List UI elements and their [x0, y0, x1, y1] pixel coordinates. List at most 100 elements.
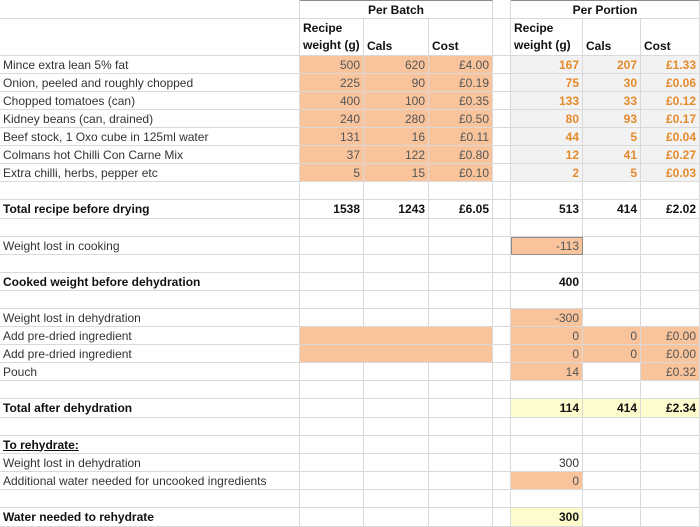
total-after-cost[interactable]: £2.34 — [641, 399, 700, 418]
cell[interactable] — [364, 219, 429, 237]
batch-weight[interactable]: 131 — [300, 128, 364, 146]
portion-cals-total[interactable]: 414 — [583, 200, 641, 219]
cell[interactable] — [364, 309, 429, 327]
weight-lost-dehydration-label[interactable]: Weight lost in dehydration — [0, 309, 300, 327]
cell[interactable] — [429, 436, 493, 454]
portion-cost[interactable]: £0.17 — [641, 110, 700, 128]
cell[interactable] — [511, 490, 583, 508]
pre-dried-weight[interactable]: 0 — [511, 345, 583, 363]
gap-cell[interactable] — [493, 490, 511, 508]
cell[interactable] — [364, 490, 429, 508]
gap-cell[interactable] — [493, 436, 511, 454]
cell[interactable] — [300, 436, 364, 454]
batch-weight-total[interactable]: 1538 — [300, 200, 364, 219]
cell[interactable] — [511, 381, 583, 399]
pre-dried-batch-input[interactable] — [300, 345, 493, 363]
cell[interactable] — [641, 237, 700, 255]
cell[interactable] — [641, 381, 700, 399]
cell[interactable] — [511, 182, 583, 200]
portion-cals[interactable]: 33 — [583, 92, 641, 110]
portion-cost[interactable]: £0.27 — [641, 146, 700, 164]
portion-weight[interactable]: 12 — [511, 146, 583, 164]
cell[interactable] — [364, 182, 429, 200]
batch-cost[interactable]: £4.00 — [429, 56, 493, 74]
cell[interactable] — [364, 399, 429, 418]
gap-cell[interactable] — [493, 363, 511, 381]
gap-cell[interactable] — [493, 327, 511, 345]
cell[interactable] — [0, 182, 300, 200]
gap-cell[interactable] — [493, 255, 511, 273]
portion-cals[interactable]: 5 — [583, 128, 641, 146]
pre-dried-cost[interactable]: £0.00 — [641, 327, 700, 345]
batch-cals[interactable]: 122 — [364, 146, 429, 164]
cell[interactable] — [364, 237, 429, 255]
cell[interactable] — [429, 399, 493, 418]
cell[interactable] — [364, 454, 429, 472]
portion-cost-total[interactable]: £2.02 — [641, 200, 700, 219]
cell[interactable] — [641, 472, 700, 490]
water-needed-value[interactable]: 300 — [511, 508, 583, 527]
ingredient-name[interactable]: Chopped tomatoes (can) — [0, 92, 300, 110]
gap-cell[interactable] — [493, 345, 511, 363]
batch-cals-total[interactable]: 1243 — [364, 200, 429, 219]
cell[interactable] — [429, 273, 493, 291]
cell[interactable] — [300, 255, 364, 273]
batch-cost[interactable]: £0.80 — [429, 146, 493, 164]
cell[interactable] — [641, 182, 700, 200]
batch-cals[interactable]: 16 — [364, 128, 429, 146]
gap-cell[interactable] — [493, 237, 511, 255]
portion-cost[interactable]: £0.12 — [641, 92, 700, 110]
pouch-label[interactable]: Pouch — [0, 363, 300, 381]
additional-water-label[interactable]: Additional water needed for uncooked ing… — [0, 472, 300, 490]
gap-cell[interactable] — [493, 418, 511, 436]
cell[interactable] — [300, 381, 364, 399]
cell[interactable] — [429, 490, 493, 508]
pouch-weight[interactable]: 14 — [511, 363, 583, 381]
cell[interactable] — [583, 418, 641, 436]
batch-cals[interactable]: 90 — [364, 74, 429, 92]
batch-cals[interactable]: 280 — [364, 110, 429, 128]
cell[interactable] — [511, 418, 583, 436]
cell[interactable] — [429, 508, 493, 527]
cell[interactable] — [511, 291, 583, 309]
cell[interactable] — [429, 237, 493, 255]
cell[interactable] — [641, 454, 700, 472]
gap-cell[interactable] — [493, 56, 511, 74]
gap-cell[interactable] — [493, 472, 511, 490]
batch-weight[interactable]: 400 — [300, 92, 364, 110]
gap-cell[interactable] — [493, 219, 511, 237]
cell[interactable] — [364, 508, 429, 527]
cell[interactable] — [300, 418, 364, 436]
cell[interactable] — [429, 255, 493, 273]
cell[interactable] — [429, 182, 493, 200]
batch-cost[interactable]: £0.10 — [429, 164, 493, 182]
gap-cell[interactable] — [493, 200, 511, 219]
gap-cell[interactable] — [493, 110, 511, 128]
pouch-cost[interactable]: £0.32 — [641, 363, 700, 381]
cell[interactable] — [300, 273, 364, 291]
cell[interactable] — [583, 363, 641, 381]
gap-cell[interactable] — [493, 92, 511, 110]
cell[interactable] — [300, 454, 364, 472]
portion-cals[interactable]: 41 — [583, 146, 641, 164]
cell[interactable] — [583, 436, 641, 454]
cell[interactable] — [583, 454, 641, 472]
rehydrate-weight-lost-value[interactable]: 300 — [511, 454, 583, 472]
cell[interactable] — [583, 472, 641, 490]
ingredient-name[interactable]: Mince extra lean 5% fat — [0, 56, 300, 74]
cell[interactable] — [429, 454, 493, 472]
cell[interactable] — [0, 0, 300, 19]
batch-cost[interactable]: £0.35 — [429, 92, 493, 110]
gap-cell[interactable] — [493, 182, 511, 200]
batch-weight[interactable]: 225 — [300, 74, 364, 92]
cell[interactable] — [429, 363, 493, 381]
cell[interactable] — [300, 508, 364, 527]
cell[interactable] — [511, 219, 583, 237]
portion-cals[interactable]: 5 — [583, 164, 641, 182]
cell[interactable] — [0, 219, 300, 237]
gap-cell[interactable] — [493, 128, 511, 146]
gap-cell[interactable] — [493, 19, 511, 56]
ingredient-name[interactable]: Onion, peeled and roughly chopped — [0, 74, 300, 92]
batch-cals[interactable]: 15 — [364, 164, 429, 182]
cell[interactable] — [300, 291, 364, 309]
